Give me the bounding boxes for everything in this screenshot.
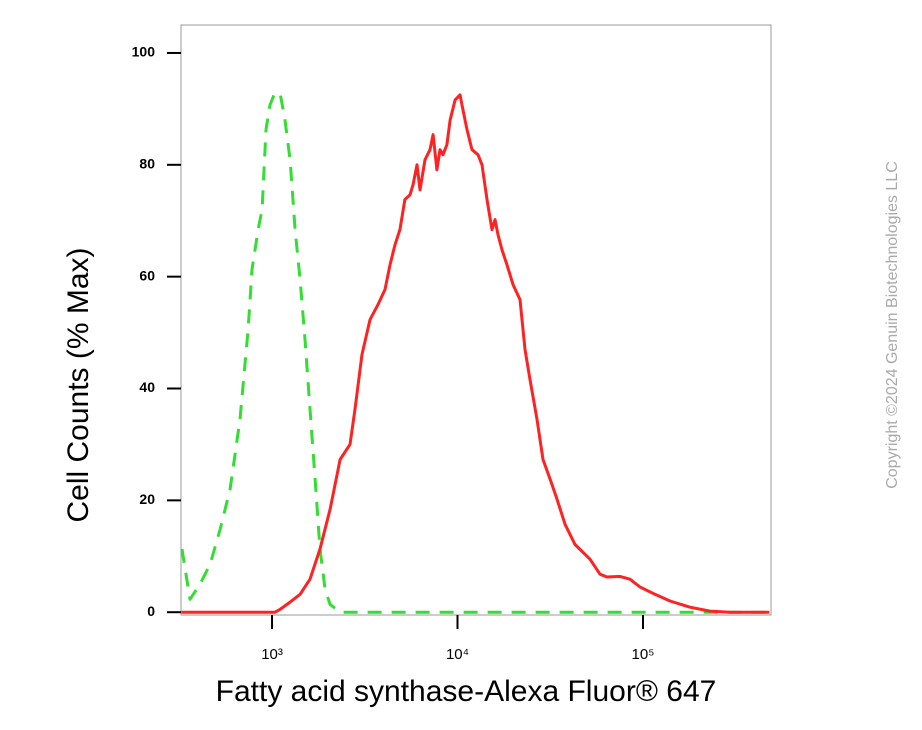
x-axis-label: Fatty acid synthase-Alexa Fluor® 647 xyxy=(216,675,717,708)
x-tick-label: 10⁵ xyxy=(632,646,655,663)
y-tick-label: 80 xyxy=(139,156,155,172)
x-tick-label: 10³ xyxy=(261,646,283,663)
plot-frame xyxy=(180,24,772,616)
series-line xyxy=(181,93,770,614)
series-line xyxy=(180,91,770,614)
y-tick-label: 0 xyxy=(147,603,155,619)
y-axis-label: Cell Counts (% Max) xyxy=(62,247,95,522)
y-tick-label: 100 xyxy=(132,44,156,60)
watermark: Copyright ©2024 Genuin Biotechnologies L… xyxy=(884,161,901,489)
y-tick-label: 20 xyxy=(139,491,155,507)
x-tick-label: 10⁴ xyxy=(446,646,469,663)
y-tick-label: 40 xyxy=(139,379,155,395)
y-tick-label: 60 xyxy=(139,267,155,283)
